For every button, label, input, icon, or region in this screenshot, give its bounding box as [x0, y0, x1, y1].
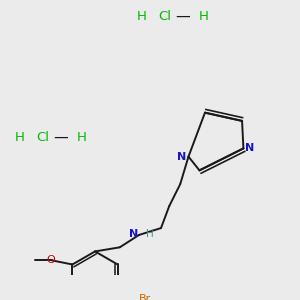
Text: H: H — [76, 131, 86, 144]
Text: N: N — [177, 152, 186, 162]
Text: —: — — [176, 9, 190, 24]
Text: N: N — [129, 229, 139, 238]
Text: Cl: Cl — [36, 131, 49, 144]
Text: —: — — [53, 130, 68, 145]
Text: Br: Br — [139, 294, 151, 300]
Text: H: H — [14, 131, 24, 144]
Text: N: N — [245, 143, 254, 153]
Text: Cl: Cl — [158, 10, 171, 23]
Text: H: H — [146, 229, 154, 238]
Text: H: H — [199, 10, 208, 23]
Text: H: H — [137, 10, 147, 23]
Text: O: O — [46, 255, 55, 265]
